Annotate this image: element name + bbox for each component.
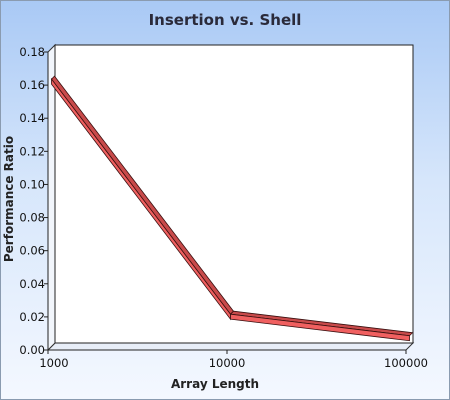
y-tick-label: 0.18: [19, 45, 45, 59]
chart-title: Insertion vs. Shell: [149, 11, 302, 29]
y-axis-title: Performance Ratio: [2, 136, 16, 262]
x-axis-title: Array Length: [171, 377, 259, 391]
y-tick-label: 0.14: [19, 111, 45, 125]
y-tick-label: 0.04: [19, 277, 45, 291]
plot-left-wall: [47, 43, 56, 352]
y-tick-label: 0.16: [19, 78, 45, 92]
y-tick-label: 0.02: [19, 310, 45, 324]
plot-back-wall: [54, 44, 414, 344]
y-tick-label: 0.08: [19, 211, 45, 225]
series-group: [50, 75, 414, 342]
y-tick-label: 0.06: [19, 244, 45, 258]
y-axis-ticks: 0.00 0.02 0.04 0.06 0.08 0.10 0.12 0.14 0.16 0.18: [19, 45, 48, 357]
y-tick-label: 0.00: [19, 343, 45, 357]
x-tick-label: 10000: [209, 356, 246, 370]
plot-area: [46, 43, 415, 352]
series-segment: [230, 313, 410, 342]
x-axis-ticks: 1000 10000 100000: [39, 350, 428, 370]
x-tick-label: 100000: [384, 356, 428, 370]
x-tick-label: 1000: [39, 356, 68, 370]
plot-floor: [46, 342, 415, 351]
y-tick-label: 0.12: [19, 144, 45, 158]
y-tick-label: 0.10: [19, 177, 45, 191]
